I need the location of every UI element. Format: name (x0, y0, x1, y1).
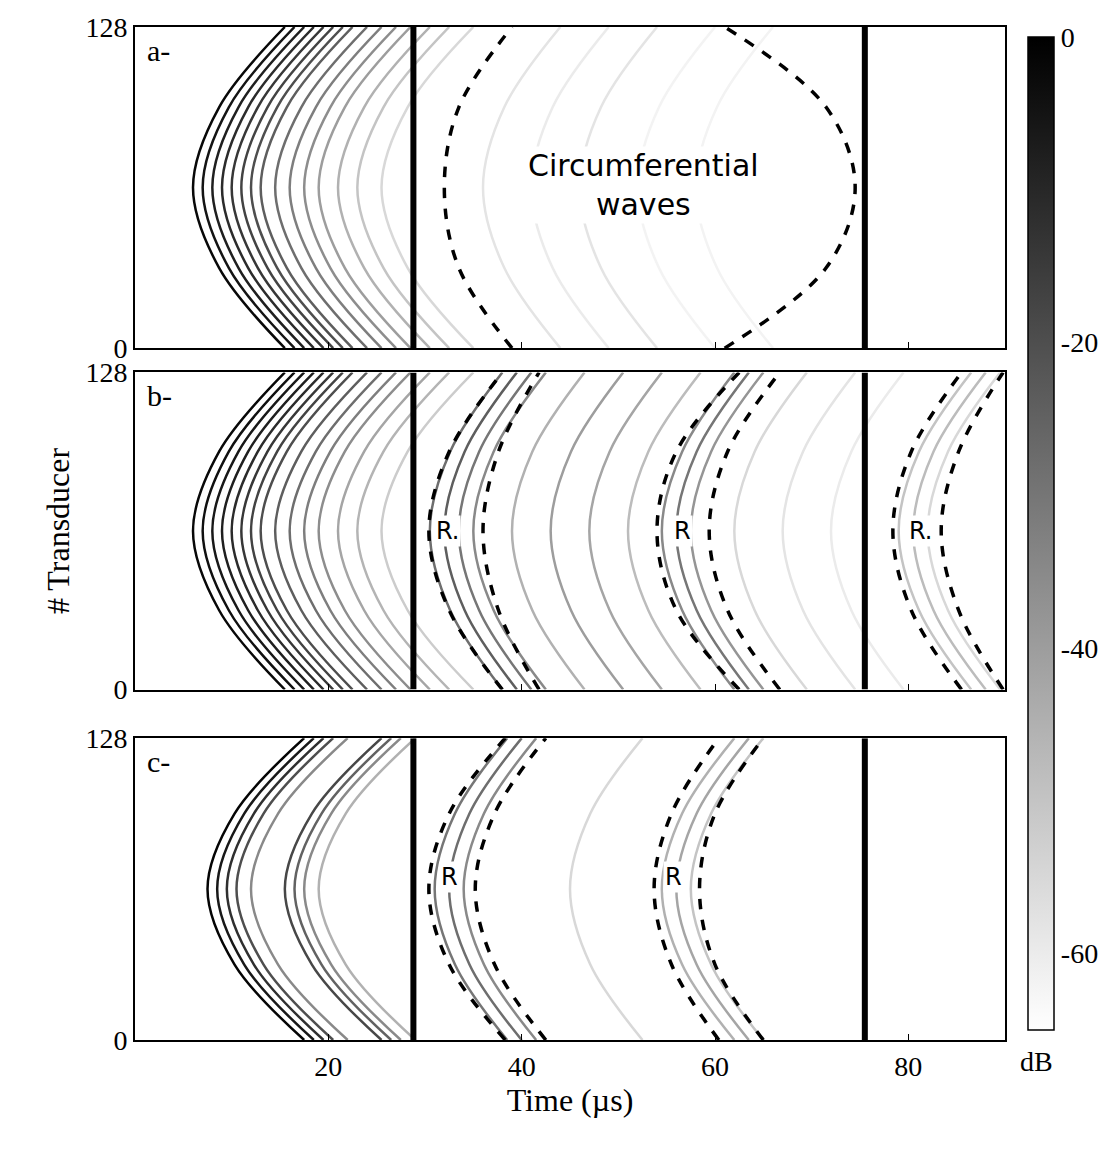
svg-text:b-: b- (147, 379, 172, 412)
svg-text:Time (µs): Time (µs) (507, 1082, 634, 1118)
svg-text:Circumferentialwaves: Circumferentialwaves (528, 148, 759, 222)
svg-text:-60: -60 (1061, 938, 1098, 969)
svg-text:60: 60 (701, 1051, 729, 1082)
svg-text:R: R (665, 863, 682, 891)
svg-text:128: 128 (85, 357, 127, 388)
svg-text:R: R (674, 517, 691, 545)
svg-text:0: 0 (113, 1025, 127, 1056)
svg-text:40: 40 (508, 1051, 536, 1082)
svg-text:c-: c- (147, 745, 170, 778)
svg-text:0: 0 (113, 674, 127, 705)
svg-text:dB: dB (1020, 1046, 1053, 1077)
svg-text:20: 20 (314, 1051, 342, 1082)
svg-text:128: 128 (85, 12, 127, 43)
svg-text:-40: -40 (1061, 633, 1098, 664)
svg-text:R.: R. (436, 517, 459, 545)
svg-text:128: 128 (85, 723, 127, 754)
svg-text:a-: a- (147, 34, 170, 67)
svg-text:0: 0 (113, 333, 127, 364)
svg-text:# Transducer: # Transducer (40, 448, 76, 615)
svg-text:-20: -20 (1061, 327, 1098, 358)
svg-text:0: 0 (1061, 22, 1075, 53)
svg-text:R.: R. (909, 517, 932, 545)
svg-text:R: R (441, 863, 458, 891)
svg-text:80: 80 (894, 1051, 922, 1082)
